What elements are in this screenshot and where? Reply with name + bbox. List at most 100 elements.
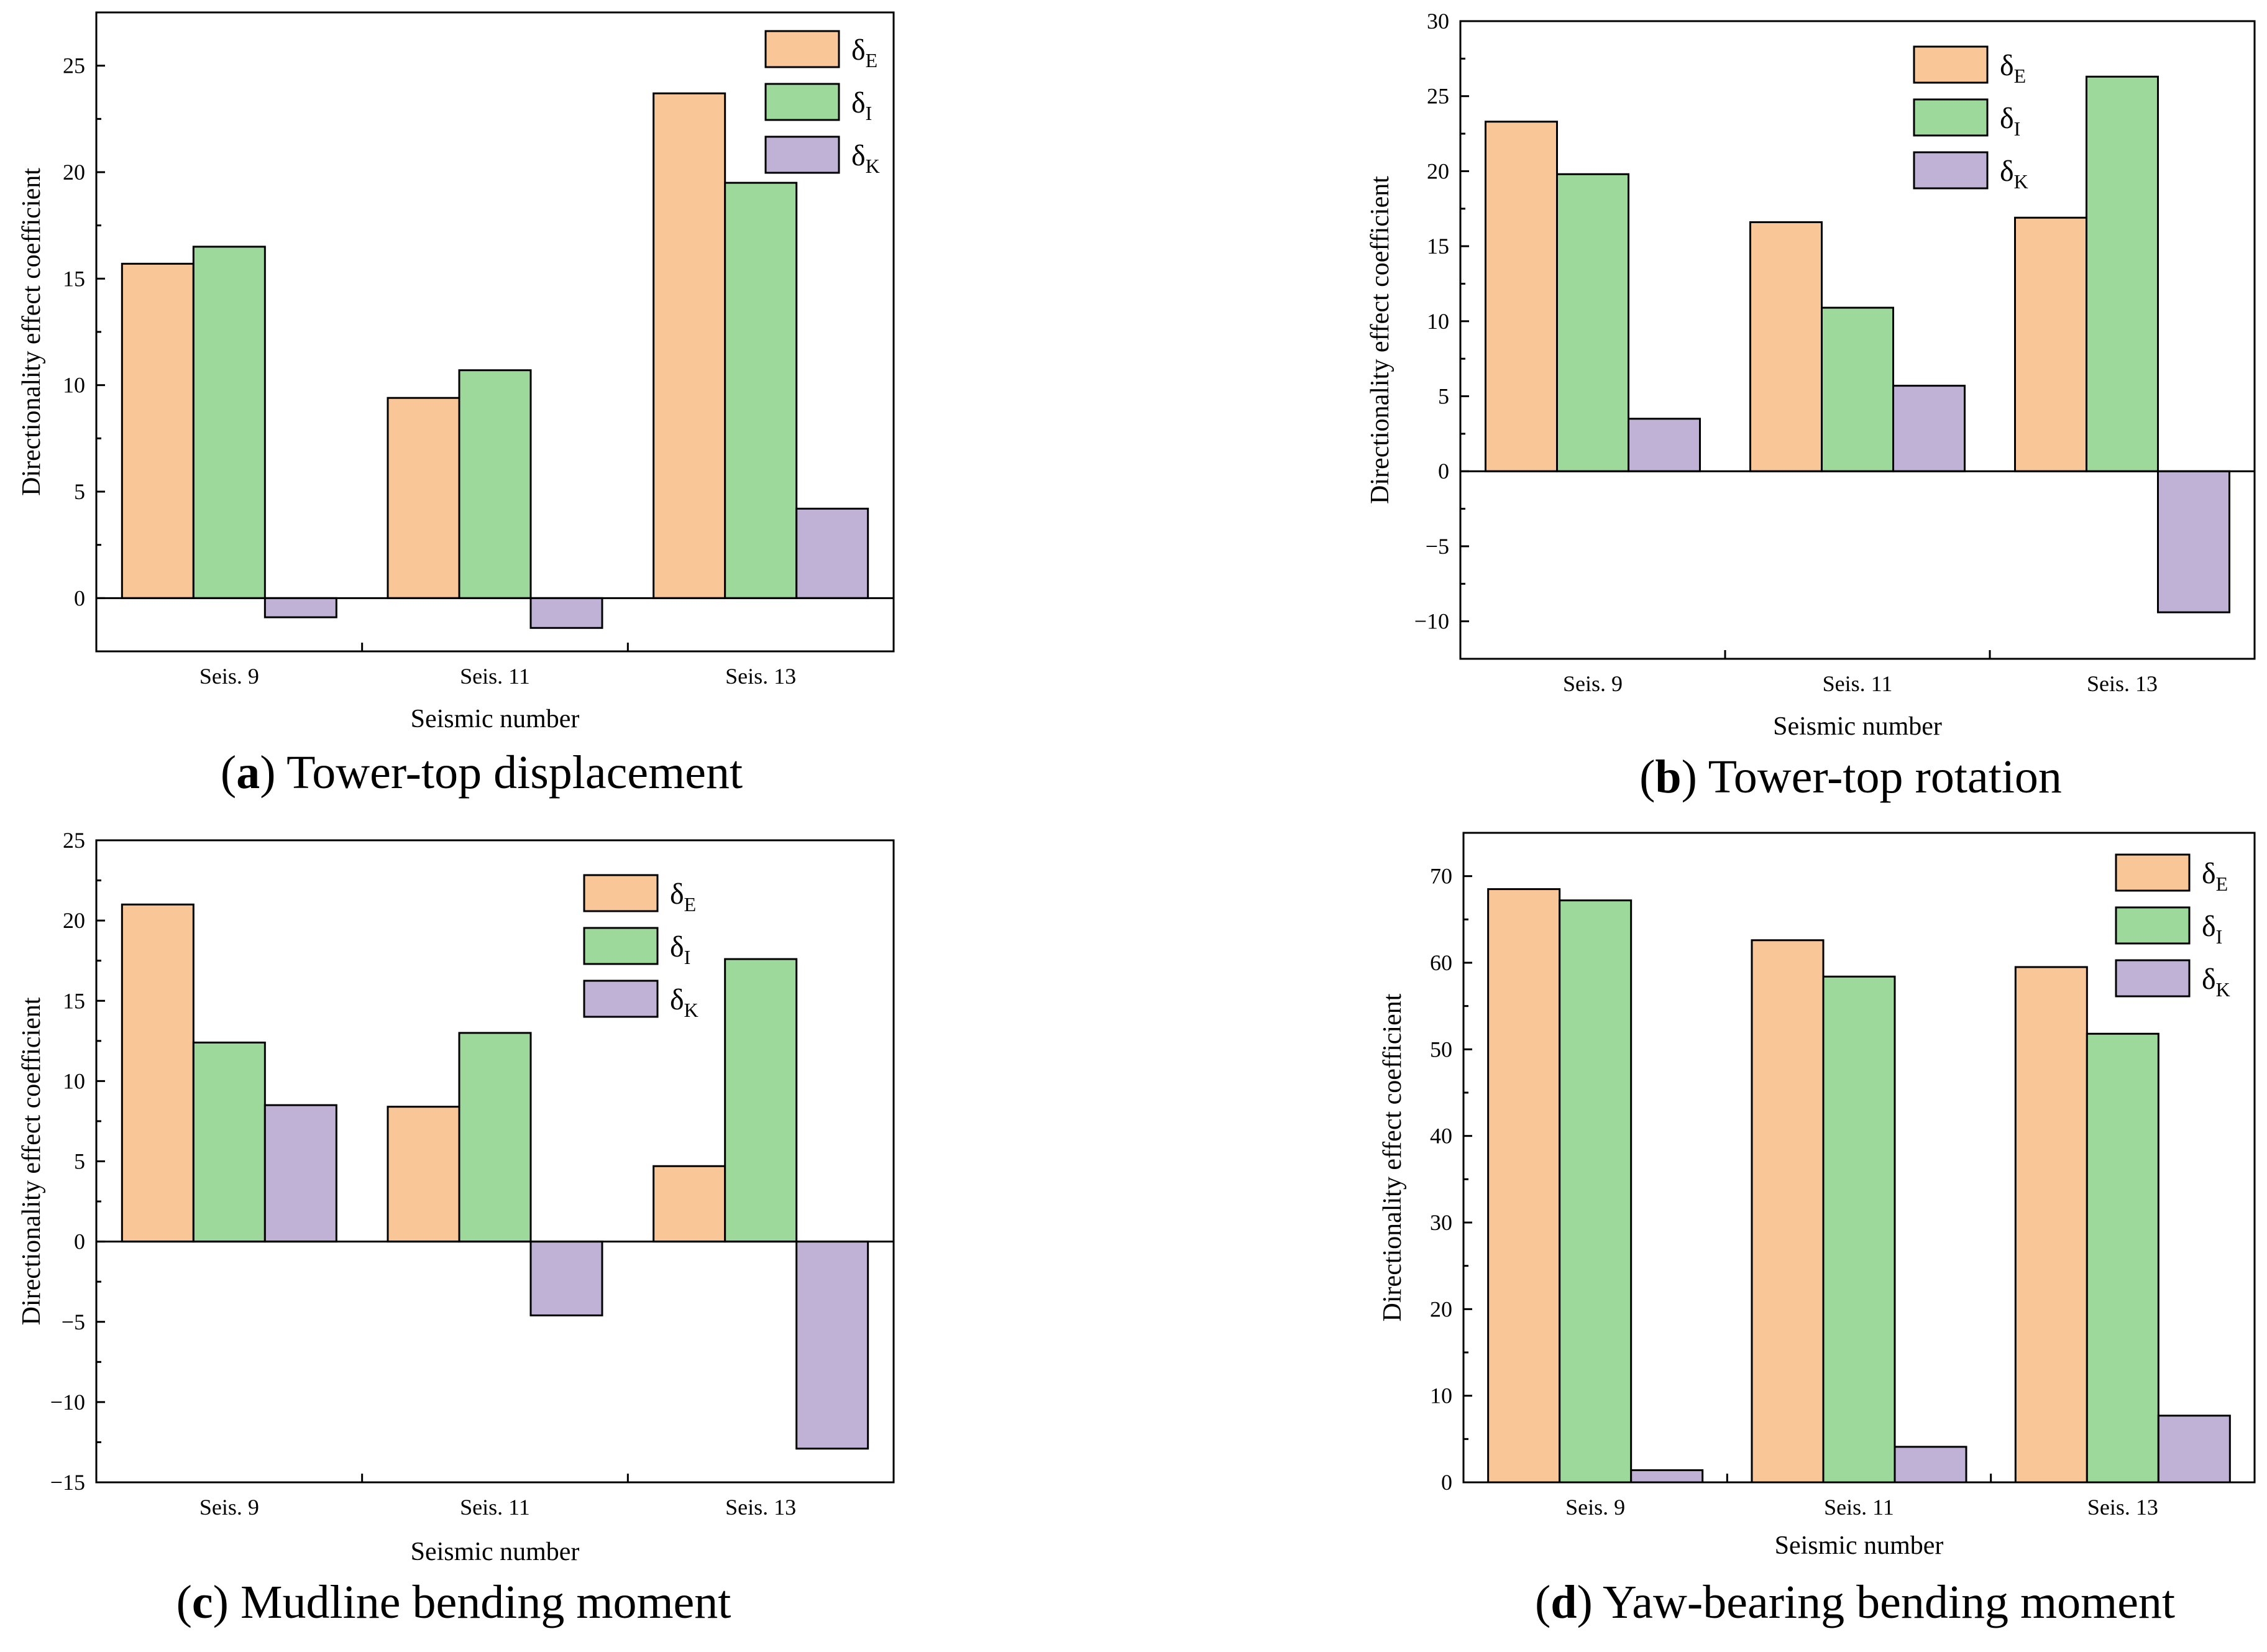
caption-paren-open: ( — [1639, 751, 1655, 803]
bar-c-K-3 — [795, 1241, 869, 1450]
x-axis-title-a: Seismic number — [411, 705, 580, 733]
caption-a: (a) Tower-top displacement — [221, 746, 743, 799]
legend-swatch-a-K — [764, 135, 840, 174]
panel-d: 0 10 20 30 40 50 60 70 Seis. 9 Seis. 11 Seis. 13 Se… — [1378, 832, 2256, 1628]
caption-text: Mudline bending moment — [229, 1576, 731, 1628]
caption-letter: b — [1655, 751, 1681, 803]
x-axis-title-d: Seismic number — [1775, 1531, 1944, 1560]
caption-paren-open: ( — [221, 746, 236, 799]
x-tick-label-d: Seis. 9 — [1565, 1495, 1625, 1520]
panel-b: −10 −5 0 5 10 15 20 25 30 Seis. 9 Seis. 11 Seis. 13… — [1366, 9, 2256, 803]
legend-label-c-K: δK — [670, 983, 698, 1021]
caption-paren-open: ( — [1535, 1576, 1550, 1628]
legend-label-a-E: δE — [851, 34, 877, 71]
y-tick-label-d: 60 — [1430, 950, 1452, 975]
y-tick-label-a: 20 — [63, 160, 85, 185]
bar-a-I-3 — [724, 181, 798, 599]
bar-a-E-3 — [653, 92, 726, 599]
y-tick-label-b: 25 — [1427, 84, 1449, 109]
bar-d-K-1 — [1630, 1469, 1704, 1484]
plot-frame-b — [1459, 20, 2256, 660]
caption-text: Tower-top rotation — [1697, 751, 2062, 803]
y-tick-label-b: −10 — [1414, 609, 1449, 634]
bar-d-K-2 — [1894, 1446, 1967, 1484]
legend-label-d-E: δE — [2202, 857, 2228, 895]
bar-c-K-1 — [263, 1104, 337, 1243]
x-tick-label-d: Seis. 11 — [1824, 1495, 1894, 1520]
legend-label-b-K: δK — [2000, 155, 2028, 193]
x-tick-label-c: Seis. 13 — [725, 1495, 796, 1520]
y-tick-label-d: 10 — [1430, 1384, 1452, 1408]
bar-b-I-1 — [1556, 173, 1629, 472]
y-tick-label-b: −5 — [1426, 534, 1449, 559]
y-tick-label-c: 20 — [63, 908, 85, 933]
bar-b-I-2 — [1821, 306, 1894, 472]
legend-subscript: I — [2014, 117, 2021, 140]
y-tick-label-b: 20 — [1427, 158, 1449, 183]
legend-swatch-d-E — [2115, 853, 2191, 892]
caption-text: Yaw-bearing bending moment — [1593, 1576, 2175, 1628]
bar-d-K-3 — [2157, 1415, 2231, 1484]
legend-symbol: δ — [2000, 155, 2014, 188]
y-axis-title-a: Directionality effect coefficient — [17, 168, 46, 496]
bar-d-I-2 — [1822, 975, 1896, 1484]
x-tick-label-a: Seis. 13 — [725, 664, 796, 689]
legend-label-c-I: δI — [670, 930, 690, 968]
bar-b-K-1 — [1628, 418, 1701, 472]
y-tick-label-c: 5 — [74, 1149, 85, 1174]
bar-d-E-3 — [2014, 966, 2088, 1484]
legend-label-d-I: δI — [2202, 910, 2222, 948]
x-tick-label-c: Seis. 9 — [199, 1495, 259, 1520]
bar-c-I-3 — [724, 958, 798, 1243]
x-tick-label-a: Seis. 11 — [460, 664, 530, 689]
y-tick-label-d: 40 — [1430, 1124, 1452, 1149]
x-tick-label-a: Seis. 9 — [199, 664, 259, 689]
bar-b-K-2 — [1892, 385, 1966, 472]
legend-subscript: K — [866, 155, 880, 177]
caption-c: (c) Mudline bending moment — [176, 1576, 731, 1628]
y-axis-title-d: Directionality effect coefficient — [1378, 993, 1407, 1321]
legend-swatch-a-I — [764, 83, 840, 121]
y-tick-label-a: 10 — [63, 373, 85, 398]
bar-b-E-1 — [1485, 121, 1558, 472]
bar-d-E-2 — [1751, 939, 1825, 1484]
legend-subscript: I — [866, 102, 872, 124]
legend-symbol: δ — [2202, 857, 2216, 890]
caption-paren-open: ( — [176, 1576, 192, 1628]
x-tick-label-b: Seis. 9 — [1563, 671, 1623, 696]
y-axis-title-b: Directionality effect coefficient — [1366, 176, 1395, 504]
caption-letter: a — [236, 746, 260, 799]
legend-subscript: K — [2014, 170, 2028, 193]
legend-subscript: E — [684, 893, 697, 915]
panel-a: 0 5 10 15 20 25 Seis. 9 Seis. 11 Seis. 13 Seismic… — [17, 11, 895, 799]
legend-subscript: I — [2216, 925, 2223, 948]
bar-d-I-1 — [1559, 899, 1633, 1484]
y-tick-label-d: 70 — [1430, 864, 1452, 889]
caption-paren-close: ) — [260, 746, 275, 799]
y-tick-label-c: 10 — [63, 1068, 85, 1093]
caption-paren-close: ) — [1682, 751, 1697, 803]
legend-symbol: δ — [851, 86, 866, 119]
legend-label-c-E: δE — [670, 878, 696, 915]
bar-d-I-3 — [2086, 1032, 2159, 1484]
y-tick-label-c: −10 — [50, 1390, 85, 1415]
legend-label-b-E: δE — [2000, 49, 2026, 87]
y-tick-label-c: 0 — [74, 1229, 85, 1254]
y-tick-label-b: 5 — [1438, 384, 1449, 409]
bar-b-K-3 — [2157, 470, 2230, 613]
bar-d-E-1 — [1487, 888, 1561, 1484]
legend-swatch-c-E — [583, 874, 659, 912]
legend-symbol: δ — [2202, 963, 2216, 996]
legend-subscript: E — [866, 49, 878, 71]
caption-paren-close: ) — [213, 1576, 229, 1628]
y-tick-label-a: 5 — [74, 479, 85, 504]
legend-symbol: δ — [670, 983, 684, 1016]
bar-a-I-2 — [458, 369, 532, 599]
bar-a-E-2 — [387, 397, 460, 599]
bar-b-I-3 — [2086, 75, 2159, 472]
y-tick-label-d: 0 — [1441, 1470, 1452, 1495]
x-axis-title-c: Seismic number — [411, 1538, 580, 1566]
legend-subscript: E — [2014, 65, 2027, 87]
y-tick-label-c: −5 — [62, 1310, 85, 1334]
legend-symbol: δ — [670, 930, 684, 963]
